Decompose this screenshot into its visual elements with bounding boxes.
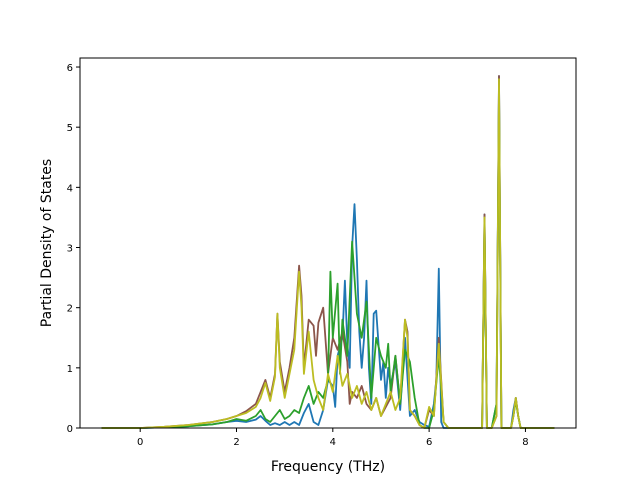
- plot-frame: [79, 57, 577, 429]
- x-tick-label: 6: [426, 437, 432, 448]
- y-tick-label: 5: [67, 123, 73, 134]
- x-axis: 0 2 4 6 8: [137, 428, 529, 448]
- y-tick-label: 0: [67, 424, 73, 435]
- series-line-4: [101, 78, 555, 429]
- y-axis: 0 1 2 3 4 5 6: [67, 63, 80, 435]
- y-tick-label: 2: [67, 304, 73, 315]
- x-tick-label: 4: [330, 437, 336, 448]
- x-tick-label: 2: [233, 437, 239, 448]
- y-tick-label: 1: [67, 364, 73, 375]
- y-tick-label: 3: [67, 244, 73, 255]
- x-tick-label: 0: [137, 437, 143, 448]
- series-layer: [101, 75, 555, 429]
- x-tick-label: 8: [522, 437, 528, 448]
- y-axis-label: Partial Density of States: [39, 159, 55, 327]
- y-tick-label: 6: [67, 63, 73, 74]
- y-tick-label: 4: [67, 183, 73, 194]
- x-axis-label: Frequency (THz): [271, 459, 385, 475]
